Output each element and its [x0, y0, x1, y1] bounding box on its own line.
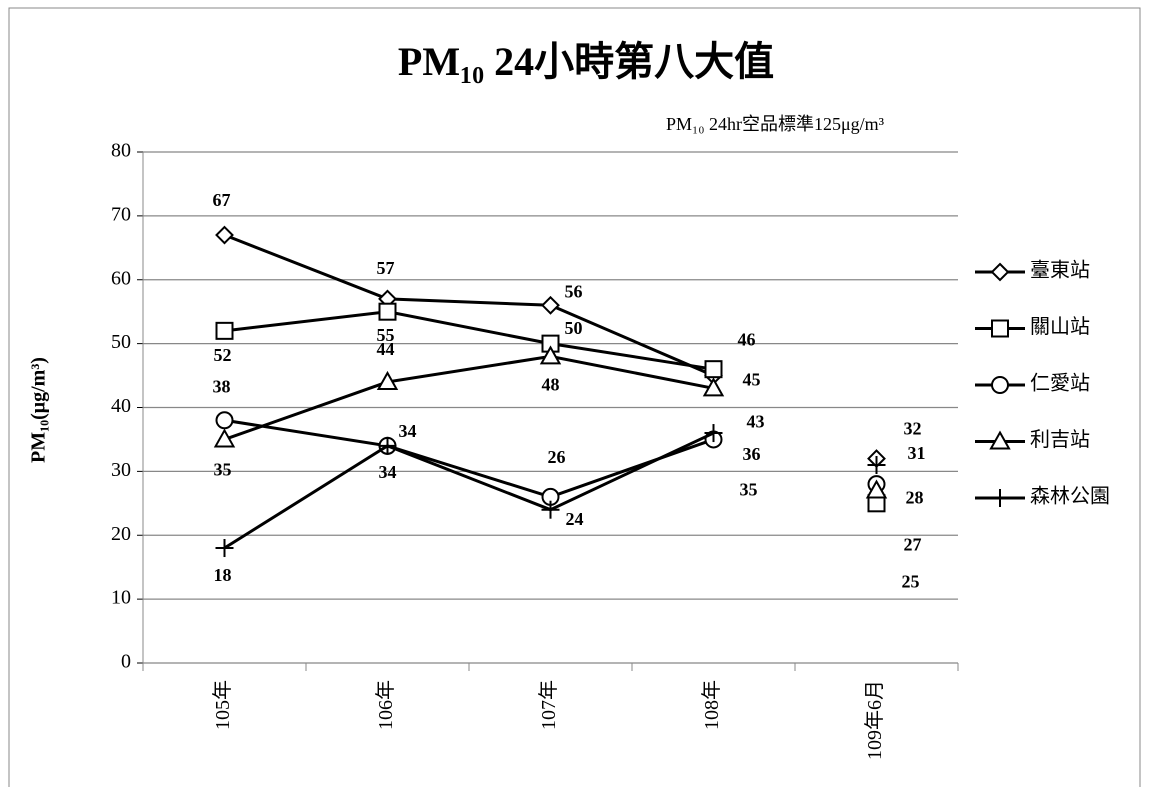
data-label: 35 — [740, 480, 758, 500]
legend-marker — [991, 376, 1009, 394]
marker — [215, 225, 234, 245]
y-tick-label: 60 — [111, 267, 131, 289]
marker — [378, 302, 397, 321]
data-label: 36 — [743, 444, 761, 464]
x-tick-label: 107年 — [537, 680, 560, 730]
data-label: 38 — [213, 376, 231, 396]
data-label: 26 — [548, 447, 566, 467]
marker — [541, 500, 560, 519]
marker — [704, 360, 723, 379]
marker — [702, 377, 725, 397]
series-line — [224, 310, 714, 371]
x-tick-label: 106年 — [374, 680, 397, 730]
legend-marker — [989, 430, 1011, 450]
legend-label: 臺東站 — [1030, 259, 1090, 282]
series-line — [224, 354, 714, 441]
marker — [215, 321, 234, 340]
data-label: 44 — [377, 339, 395, 359]
chart-subtitle: PM₁₀ 24hr空品標準125μg/m³ — [666, 114, 885, 134]
marker — [215, 411, 234, 430]
series-line — [223, 233, 715, 377]
legend-marker — [991, 489, 1009, 507]
x-tick-label: 108年 — [700, 680, 723, 730]
series-line — [224, 418, 714, 499]
data-label: 50 — [565, 318, 583, 338]
y-tick-label: 0 — [121, 651, 131, 673]
chart-title: PM₁₀ 24小時第八大值 — [398, 39, 774, 84]
data-label: 43 — [747, 411, 765, 431]
data-label: 34 — [379, 462, 397, 482]
data-label: 24 — [566, 509, 584, 529]
marker — [213, 428, 236, 448]
data-label: 46 — [738, 329, 756, 349]
y-tick-label: 20 — [111, 523, 131, 545]
marker — [378, 436, 397, 455]
chart-frame — [8, 7, 1141, 787]
x-tick-label: 109年6月 — [863, 680, 886, 760]
legend-label: 森林公園 — [1030, 485, 1110, 508]
y-tick-label: 10 — [111, 587, 131, 609]
x-tick-label: 105年 — [211, 680, 234, 730]
series-line — [223, 431, 715, 550]
data-label: 31 — [908, 443, 926, 463]
data-label: 27 — [904, 535, 922, 555]
y-tick-label: 70 — [111, 203, 131, 225]
data-label: 52 — [214, 345, 232, 365]
marker — [215, 539, 234, 558]
y-axis-label: PM₁₀(μg/m³) — [28, 357, 50, 463]
data-label: 48 — [542, 375, 560, 395]
data-label: 56 — [565, 281, 583, 301]
legend-label: 關山站 — [1030, 315, 1090, 338]
data-label: 32 — [904, 419, 922, 439]
data-label: 18 — [214, 565, 232, 585]
data-label: 67 — [213, 190, 231, 210]
data-label: 28 — [906, 487, 924, 507]
legend-label: 仁愛站 — [1030, 372, 1090, 395]
data-label: 34 — [399, 421, 417, 441]
legend-label: 利吉站 — [1030, 428, 1090, 451]
legend-marker — [990, 262, 1010, 282]
y-tick-label: 30 — [111, 459, 131, 481]
data-label: 57 — [377, 258, 395, 278]
y-tick-label: 80 — [111, 140, 131, 162]
marker — [539, 345, 562, 365]
marker — [704, 424, 723, 443]
data-label: 45 — [743, 370, 761, 390]
data-label: 25 — [902, 571, 920, 591]
marker — [541, 295, 560, 315]
y-tick-label: 50 — [111, 331, 131, 353]
marker — [867, 455, 886, 474]
y-tick-label: 40 — [111, 395, 131, 417]
data-label: 55 — [377, 325, 395, 345]
data-label: 35 — [214, 460, 232, 480]
legend-marker — [991, 319, 1009, 338]
marker — [865, 479, 888, 499]
marker — [376, 370, 399, 390]
